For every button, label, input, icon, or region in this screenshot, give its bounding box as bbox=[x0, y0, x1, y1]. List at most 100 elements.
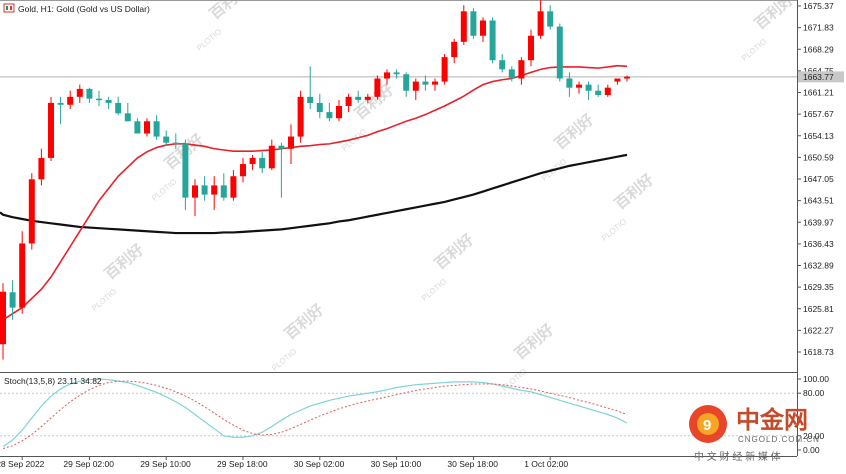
candle-body bbox=[489, 20, 496, 61]
time-tick-label: 29 Sep 10:00 bbox=[140, 459, 191, 469]
candle bbox=[624, 75, 630, 82]
candle bbox=[268, 139, 275, 171]
price-tick-label: 1636.43 bbox=[803, 239, 834, 249]
candle-body bbox=[28, 179, 35, 244]
candle bbox=[432, 78, 438, 91]
candle-body bbox=[595, 90, 602, 96]
candle bbox=[547, 5, 554, 30]
candle bbox=[67, 90, 74, 110]
candle-body bbox=[38, 157, 45, 180]
candle bbox=[412, 78, 419, 100]
candle bbox=[220, 173, 227, 201]
price-tick-label: 1643.51 bbox=[803, 196, 834, 206]
candle bbox=[96, 90, 102, 107]
candle-body bbox=[614, 78, 621, 82]
candle bbox=[172, 133, 179, 149]
candle-body bbox=[422, 81, 429, 85]
time-tick-label: 30 Sep 02:00 bbox=[294, 459, 345, 469]
candle-body bbox=[460, 11, 467, 42]
stoch-tick-label: 100.00 bbox=[803, 374, 829, 384]
candle-body bbox=[441, 57, 448, 82]
price-tick-label: 1629.35 bbox=[803, 282, 834, 292]
stoch-tick-label: 0.00 bbox=[803, 445, 820, 455]
candle bbox=[384, 69, 390, 85]
candle-body bbox=[403, 74, 410, 91]
candle bbox=[336, 99, 342, 122]
stoch-signal-line bbox=[2, 380, 628, 450]
current-price-tag: 1663.77 bbox=[798, 71, 844, 83]
candle bbox=[556, 23, 563, 82]
stoch-main-line bbox=[2, 378, 628, 447]
candle-body bbox=[537, 11, 544, 36]
watermark-logo-text: PLOTIO bbox=[740, 37, 768, 63]
candle-body bbox=[297, 96, 304, 137]
watermark-logo-text: PLOTIO bbox=[420, 277, 448, 303]
candle-body bbox=[412, 81, 419, 91]
candle bbox=[326, 102, 333, 122]
price-tick-label: 1647.05 bbox=[803, 174, 834, 184]
candle bbox=[163, 130, 170, 146]
candle bbox=[441, 54, 448, 85]
symbol-title: Gold, H1: Gold (Gold vs US Dollar) bbox=[18, 4, 150, 14]
time-tick-label: 29 Sep 02:00 bbox=[63, 459, 114, 469]
cngold-logo: 9 中金网 CNGOLD.COM.CN 中 文 财 经 新 媒 体 bbox=[689, 405, 819, 463]
candle-body bbox=[115, 102, 122, 114]
candle-body bbox=[566, 78, 573, 88]
watermark: 百利好 PLOTIO bbox=[600, 170, 657, 243]
candle bbox=[211, 176, 218, 210]
watermark-text: 百利好 bbox=[751, 0, 797, 33]
candle bbox=[259, 151, 266, 174]
candle bbox=[278, 142, 285, 198]
candle-body bbox=[124, 113, 131, 122]
watermark-text: 百利好 bbox=[611, 170, 657, 213]
candle-body bbox=[326, 112, 333, 119]
watermark-text: 百利好 bbox=[551, 110, 597, 153]
price-tick-label: 1671.83 bbox=[803, 23, 834, 33]
time-axis: 28 Sep 2022 29 Sep 02:00 29 Sep 10:00 29 Se… bbox=[0, 456, 568, 469]
candle bbox=[48, 96, 54, 161]
watermark: 百利好 PLOTIO bbox=[740, 0, 797, 63]
candle bbox=[470, 8, 477, 39]
candle bbox=[364, 93, 371, 103]
cngold-brand-name: 中金网 bbox=[736, 406, 808, 434]
candle-body bbox=[19, 243, 26, 308]
price-tick-label: 1625.81 bbox=[803, 304, 834, 314]
watermark-logo-text: PLOTIO bbox=[195, 27, 223, 53]
candle bbox=[86, 87, 93, 103]
candle bbox=[297, 90, 304, 143]
candle-body bbox=[336, 106, 342, 119]
candle-body bbox=[259, 157, 266, 169]
candle bbox=[134, 118, 141, 134]
candle-body bbox=[345, 96, 352, 107]
candle bbox=[518, 57, 525, 85]
candle-body bbox=[432, 81, 438, 85]
price-tick-label: 1657.67 bbox=[803, 109, 834, 119]
candle-body bbox=[480, 20, 486, 36]
candle-body bbox=[182, 143, 189, 198]
candle bbox=[595, 84, 602, 97]
candle-body bbox=[508, 69, 515, 79]
candle-body bbox=[451, 41, 458, 58]
candle bbox=[355, 90, 362, 103]
candle-body bbox=[134, 121, 141, 134]
candle bbox=[508, 66, 515, 82]
candle-body bbox=[547, 11, 554, 27]
candle-body bbox=[393, 72, 400, 75]
candle bbox=[528, 29, 534, 67]
candle bbox=[38, 148, 45, 186]
candle bbox=[316, 93, 323, 119]
candle bbox=[144, 118, 150, 137]
price-tick-label: 1639.97 bbox=[803, 217, 834, 227]
candle-body bbox=[96, 98, 102, 101]
candle-body bbox=[249, 157, 256, 165]
chart-type-icon-bar bbox=[10, 6, 12, 10]
candle bbox=[240, 157, 246, 183]
cngold-logo-glyph: 9 bbox=[703, 417, 711, 434]
candle-body bbox=[288, 136, 294, 149]
watermark-logo-text: PLOTIO bbox=[600, 217, 628, 243]
price-tick-label: 1650.59 bbox=[803, 152, 834, 162]
